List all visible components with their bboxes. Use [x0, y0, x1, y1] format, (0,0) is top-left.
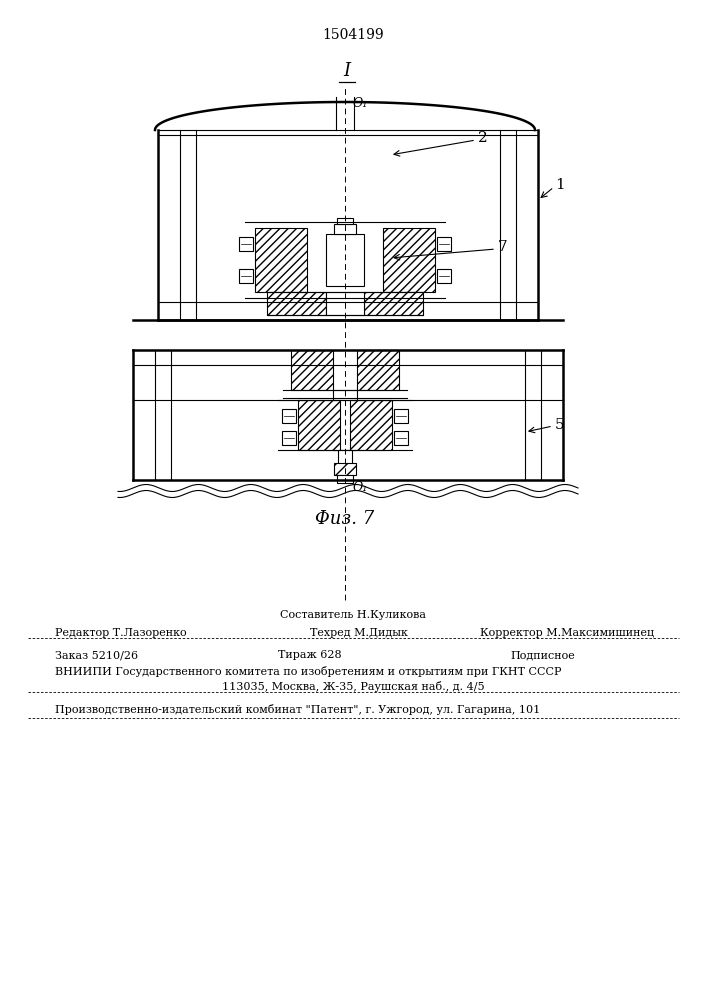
Text: 2: 2: [478, 131, 488, 145]
Bar: [334, 463, 356, 475]
Bar: [357, 350, 399, 390]
Bar: [364, 292, 423, 315]
Text: Заказ 5210/26: Заказ 5210/26: [55, 650, 138, 660]
Bar: [334, 224, 356, 234]
Bar: [298, 400, 340, 450]
Bar: [394, 409, 408, 423]
Text: Подписное: Подписное: [510, 650, 575, 660]
Text: 1504199: 1504199: [322, 28, 384, 42]
Text: Тираж 628: Тираж 628: [278, 650, 341, 660]
Bar: [326, 234, 364, 286]
Text: Корректор М.Максимишинец: Корректор М.Максимишинец: [480, 628, 654, 638]
Text: O₁: O₁: [353, 97, 368, 110]
Bar: [437, 237, 451, 251]
Text: Составитель Н.Куликова: Составитель Н.Куликова: [280, 610, 426, 620]
Text: Производственно-издательский комбинат "Патент", г. Ужгород, ул. Гагарина, 101: Производственно-издательский комбинат "П…: [55, 704, 540, 715]
Text: 7: 7: [498, 240, 508, 254]
Text: Φиз. 7: Φиз. 7: [315, 510, 375, 528]
Bar: [394, 431, 408, 445]
Bar: [239, 237, 253, 251]
Bar: [437, 269, 451, 283]
Bar: [326, 292, 364, 315]
Bar: [333, 390, 357, 450]
Text: 1: 1: [555, 178, 565, 192]
Bar: [350, 400, 392, 450]
Text: Техред М.Дидык: Техред М.Дидык: [310, 628, 408, 638]
Text: 113035, Москва, Ж-35, Раушская наб., д. 4/5: 113035, Москва, Ж-35, Раушская наб., д. …: [222, 681, 484, 692]
Bar: [239, 269, 253, 283]
Bar: [282, 409, 296, 423]
Bar: [267, 292, 326, 315]
Bar: [282, 431, 296, 445]
Text: 5: 5: [555, 418, 565, 432]
Bar: [383, 228, 435, 292]
Text: I: I: [344, 62, 351, 80]
Bar: [337, 475, 353, 483]
Text: Редактор Т.Лазоренко: Редактор Т.Лазоренко: [55, 628, 187, 638]
Bar: [337, 218, 353, 224]
Bar: [255, 228, 307, 292]
Bar: [291, 350, 333, 390]
Text: O₁: O₁: [353, 481, 368, 494]
Text: ВНИИПИ Государственного комитета по изобретениям и открытиям при ГКНТ СССР: ВНИИПИ Государственного комитета по изоб…: [55, 666, 561, 677]
Bar: [338, 450, 352, 475]
